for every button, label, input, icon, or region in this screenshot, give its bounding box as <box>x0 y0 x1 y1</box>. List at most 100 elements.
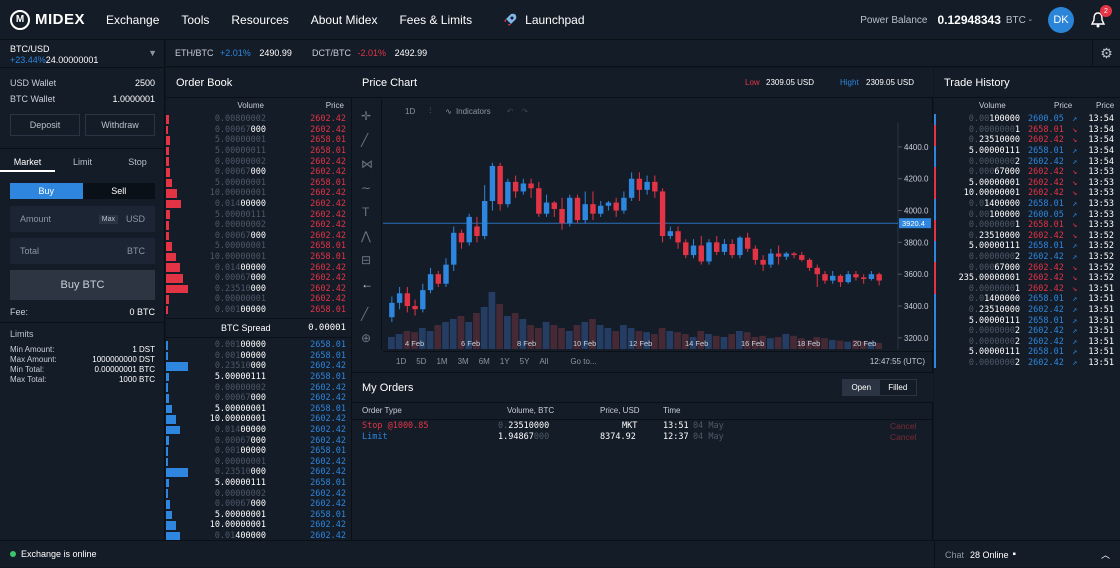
order-book-row[interactable]: 0.00067000 2602.42 <box>166 125 352 136</box>
chart-title: Price Chart <box>362 76 418 89</box>
order-book-row[interactable]: 0.23510000 2602.42 <box>166 467 352 478</box>
pattern-icon[interactable]: ⋀ <box>361 229 371 243</box>
order-book-row[interactable]: 0.23510000 2602.42 <box>166 284 352 295</box>
order-book-row[interactable]: 0.00100000 2658.01 <box>166 305 352 316</box>
order-book-row[interactable]: 0.23510000 2602.42 <box>166 361 352 372</box>
tab-limit[interactable]: Limit <box>72 157 92 167</box>
trend-line-icon[interactable]: ╱ <box>361 133 369 147</box>
buy-btc-button[interactable]: Buy BTC <box>10 270 155 300</box>
order-book-row[interactable]: 5.00000111 2602.42 <box>166 209 352 220</box>
range-1m[interactable]: 1M <box>436 357 448 366</box>
arrow-left-icon[interactable]: ← <box>361 277 373 291</box>
order-book-row[interactable]: 0.00067000 2602.42 <box>166 393 352 404</box>
brush-icon[interactable]: ∼ <box>361 181 372 195</box>
order-book-row[interactable]: 0.00100000 2658.01 <box>166 351 352 362</box>
range-5y[interactable]: 5Y <box>519 357 530 366</box>
cancel-button[interactable]: Cancel <box>890 432 917 442</box>
candles-icon[interactable]: ⫶ <box>429 106 432 115</box>
nav-exchange[interactable]: Exchange <box>106 12 160 27</box>
avatar[interactable]: DK <box>1048 7 1074 33</box>
tab-stop[interactable]: Stop <box>128 157 147 167</box>
order-book-row[interactable]: 10.00000001 2602.42 <box>166 414 352 425</box>
nav-resources[interactable]: Resources <box>231 12 289 27</box>
text-tool-icon[interactable]: T <box>362 205 370 219</box>
measure-icon[interactable]: ⊟ <box>361 253 372 267</box>
cancel-button[interactable]: Cancel <box>890 421 917 431</box>
ticker-item[interactable]: ETH/BTC +2.01% 2490.99 <box>175 48 292 58</box>
indicators-button[interactable]: Indicators <box>455 106 491 116</box>
goto-date[interactable]: Go to... <box>570 357 597 366</box>
order-book-row[interactable]: 0.00100000 2658.01 <box>166 340 352 351</box>
ruler-icon[interactable]: ╱ <box>361 307 369 321</box>
order-book-row[interactable]: 0.00000001 2602.42 <box>166 457 352 468</box>
total-field[interactable]: Total BTC <box>10 238 155 264</box>
order-book-row[interactable]: 0.00067000 2602.42 <box>166 435 352 446</box>
amount-field[interactable]: Amount Max USD <box>10 206 155 232</box>
order-book-row[interactable]: 10.00000001 2658.01 <box>166 252 352 263</box>
nav-fees[interactable]: Fees & Limits <box>399 12 473 27</box>
pair-selector[interactable]: BTC/USD +23.44%24.00000001 ▼ <box>0 40 165 68</box>
tab-open[interactable]: Open <box>843 380 880 395</box>
range-3m[interactable]: 3M <box>457 357 469 366</box>
order-book-row[interactable]: 0.01400000 2602.42 <box>166 262 352 273</box>
order-book-row[interactable]: 0.00067000 2602.42 <box>166 273 352 284</box>
order-book-row[interactable]: 5.00000001 2658.01 <box>166 241 352 252</box>
notifications-button[interactable]: 2 <box>1090 5 1112 29</box>
order-book-row[interactable]: 10.00000001 2602.42 <box>166 188 352 199</box>
order-book-row[interactable]: 10.00000001 2602.42 <box>166 520 352 531</box>
brand-logo[interactable]: M MIDEX <box>10 9 90 30</box>
order-book-row[interactable]: 5.00000001 2658.01 <box>166 135 352 146</box>
currency-dropdown[interactable]: BTC - <box>1005 14 1032 26</box>
tab-filled[interactable]: Filled <box>888 383 908 392</box>
crosshair-icon[interactable]: ✛ <box>361 109 372 123</box>
order-book-row[interactable]: 0.00067000 2602.42 <box>166 167 352 178</box>
settings-button[interactable]: ⚙ <box>1092 40 1120 67</box>
range-1d[interactable]: 1D <box>396 357 407 366</box>
order-book-row[interactable]: 0.01400000 2602.42 <box>166 425 352 436</box>
trade-price: 2658.01 <box>1028 146 1064 157</box>
nav-launchpad[interactable]: Launchpad <box>502 12 585 28</box>
nav-tools[interactable]: Tools <box>181 12 210 27</box>
order-book-row[interactable]: 5.00000001 2658.01 <box>166 510 352 521</box>
fib-icon[interactable]: ⋈ <box>361 157 373 171</box>
withdraw-button[interactable]: Withdraw <box>85 114 155 136</box>
order-book-row[interactable]: 5.00000111 2658.01 <box>166 478 352 489</box>
order-book-row[interactable]: 5.00000111 2658.01 <box>166 372 352 383</box>
order-book-row[interactable]: 0.00800002 2602.42 <box>166 114 352 125</box>
order-book-row[interactable]: 5.00000001 2658.01 <box>166 178 352 189</box>
volume-bar <box>465 322 473 349</box>
order-book-row[interactable]: 0.01400000 2602.42 <box>166 531 352 542</box>
order-book-row[interactable]: 0.00000001 2602.42 <box>166 294 352 305</box>
candlestick-chart[interactable]: 4400.0 4200.0 4000.0 3800.0 3600.0 3400.0 3200… <box>383 123 933 349</box>
order-book-row[interactable]: 0.01400000 2602.42 <box>166 199 352 210</box>
range-all[interactable]: All <box>539 357 549 366</box>
chat-bar[interactable]: Chat 28 Online ▪ ︿ <box>934 541 1120 568</box>
ticker-price: 2490.99 <box>259 48 292 58</box>
max-button[interactable]: Max <box>98 214 118 224</box>
deposit-button[interactable]: Deposit <box>10 114 80 136</box>
ticker-item[interactable]: DCT/BTC -2.01% 2492.99 <box>312 48 427 58</box>
range-6m[interactable]: 6M <box>478 357 490 366</box>
undo-icon[interactable]: ↶ <box>506 106 514 116</box>
order-book-row[interactable]: 0.00000002 2602.42 <box>166 382 352 393</box>
interval-selector[interactable]: 1D <box>405 106 416 116</box>
price-value: 2658.01 <box>310 446 346 457</box>
range-5d[interactable]: 5D <box>416 357 427 366</box>
volume-dim: 0.00800002 <box>214 114 266 125</box>
redo-icon[interactable]: ↷ <box>521 106 529 116</box>
nav-about[interactable]: About Midex <box>310 12 378 27</box>
order-book-row[interactable]: 0.00067000 2602.42 <box>166 499 352 510</box>
tab-market[interactable]: Market <box>0 152 55 172</box>
buy-tab[interactable]: Buy <box>10 183 83 199</box>
order-book-row[interactable]: 0.00000002 2602.42 <box>166 156 352 167</box>
order-book-row[interactable]: 0.00067000 2602.42 <box>166 231 352 242</box>
pair-change: +23.44% <box>10 55 46 65</box>
zoom-icon[interactable]: ⊕ <box>361 331 372 345</box>
range-1y[interactable]: 1Y <box>499 357 510 366</box>
order-book-row[interactable]: 5.00000011 2658.01 <box>166 146 352 157</box>
order-book-row[interactable]: 0.00100000 2658.01 <box>166 446 352 457</box>
order-book-row[interactable]: 0.00000002 2602.42 <box>166 488 352 499</box>
sell-tab[interactable]: Sell <box>82 183 155 199</box>
order-book-row[interactable]: 0.00000002 2602.42 <box>166 220 352 231</box>
order-book-row[interactable]: 5.00000001 2658.01 <box>166 404 352 415</box>
